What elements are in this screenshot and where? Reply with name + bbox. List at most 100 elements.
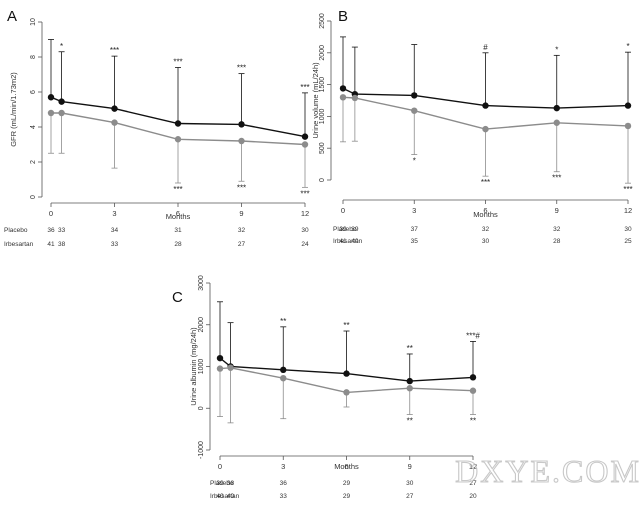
y-tick-label: 2000 — [319, 45, 326, 61]
x-tick-label: 12 — [301, 209, 309, 218]
x-tick-label: 6 — [176, 209, 180, 218]
x-axis-label: Months — [166, 212, 191, 221]
data-point — [343, 389, 350, 396]
table-cell: 20 — [469, 493, 477, 500]
data-point — [469, 374, 477, 381]
table-cell: 30 — [406, 480, 414, 487]
table-cell: 27 — [238, 241, 246, 248]
table-cell: 41 — [47, 241, 55, 248]
data-point — [238, 121, 245, 128]
significance-marker: * — [626, 42, 629, 51]
table-row-label: Irbesartan — [210, 493, 240, 500]
data-point — [47, 109, 55, 117]
significance-marker: ** — [470, 417, 476, 426]
data-point — [58, 109, 65, 117]
data-point — [227, 364, 234, 371]
data-point — [301, 141, 309, 148]
table-cell: 28 — [553, 238, 561, 245]
x-tick-label: 0 — [218, 462, 222, 471]
significance-marker: * — [60, 42, 63, 51]
data-point — [216, 354, 224, 362]
significance-marker: ** — [407, 344, 413, 353]
significance-marker: *** — [623, 185, 632, 194]
data-point — [58, 98, 65, 105]
data-point — [111, 105, 118, 112]
data-point — [411, 92, 418, 99]
y-tick-label: 2 — [30, 160, 37, 164]
y-tick-label: 0 — [198, 406, 205, 410]
significance-marker: ** — [280, 317, 286, 326]
x-tick-label: 9 — [555, 206, 559, 215]
table-cell: 32 — [482, 226, 490, 233]
x-tick-label: 9 — [408, 462, 412, 471]
table-cell: 24 — [301, 241, 309, 248]
data-point — [238, 137, 245, 145]
x-tick-label: 6 — [344, 462, 348, 471]
x-tick-label: 3 — [412, 206, 416, 215]
panel-b: B 0 500 1000 1500 2000 2500 Urine volume (mL/24… — [311, 8, 633, 245]
y-tick-label: 2000 — [198, 317, 205, 333]
table-cell: 31 — [174, 227, 182, 234]
table-cell: 29 — [343, 480, 351, 487]
significance-marker: ***# — [466, 331, 480, 340]
significance-marker: * — [555, 45, 558, 54]
y-tick-label: -1000 — [198, 441, 205, 459]
panel-c: C -1000 0 1000 2000 3000 Urine albumin (mg/24h… — [172, 275, 480, 500]
y-tick-label: 8 — [30, 55, 37, 59]
table-cell: 30 — [482, 238, 490, 245]
panel-label: B — [338, 8, 348, 25]
y-tick-label: 2500 — [319, 13, 326, 29]
x-axis-label: Months — [473, 210, 498, 219]
table-cell: 32 — [553, 226, 561, 233]
data-point — [47, 94, 55, 101]
x-tick-label: 12 — [624, 206, 632, 215]
significance-marker: *** — [300, 83, 309, 92]
y-tick-label: 0 — [30, 195, 37, 199]
x-axis-label: Months — [334, 462, 359, 471]
table-cell: 25 — [624, 238, 632, 245]
significance-marker: ** — [343, 321, 349, 330]
y-tick-label: 0 — [319, 178, 326, 182]
significance-marker: *** — [481, 178, 490, 187]
watermark: DXYE.COM — [455, 453, 640, 489]
data-point — [174, 136, 182, 143]
y-tick-label: 1500 — [319, 77, 326, 93]
table-cell: 39 — [351, 226, 359, 233]
data-point — [351, 94, 359, 102]
table-cell: 33 — [280, 493, 288, 500]
x-tick-label: 0 — [341, 206, 345, 215]
x-tick-label: 9 — [239, 209, 243, 218]
table-cell: 30 — [624, 226, 632, 233]
y-axis-label: GFR (mL/min/1.73m2) — [9, 72, 18, 147]
data-point — [553, 119, 560, 126]
data-point — [343, 370, 350, 377]
data-point — [301, 133, 309, 140]
table-row-label: Placebo — [4, 227, 28, 234]
y-axis-label: Urine albumin (mg/24h) — [189, 327, 198, 406]
table-cell: 38 — [227, 480, 235, 487]
data-point — [482, 102, 489, 109]
table-row-label: Irbesartan — [4, 241, 34, 248]
table-cell: 27 — [469, 480, 477, 487]
table-cell: 41 — [339, 238, 347, 245]
table-cell: 40 — [227, 493, 235, 500]
table-cell: 32 — [238, 227, 246, 234]
data-point — [216, 365, 224, 372]
table-cell: 39 — [339, 226, 347, 233]
data-point — [280, 366, 287, 374]
significance-marker: * — [413, 157, 416, 166]
x-tick-label: 6 — [483, 206, 487, 215]
data-point — [339, 94, 347, 101]
data-point — [280, 374, 287, 382]
y-tick-label: 1000 — [198, 359, 205, 375]
table-cell: 35 — [411, 238, 419, 245]
data-point — [174, 120, 182, 127]
table-cell: 28 — [174, 241, 182, 248]
data-point — [624, 102, 632, 109]
x-tick-label: 3 — [281, 462, 285, 471]
data-point — [406, 385, 413, 392]
table-cell: 38 — [58, 241, 66, 248]
